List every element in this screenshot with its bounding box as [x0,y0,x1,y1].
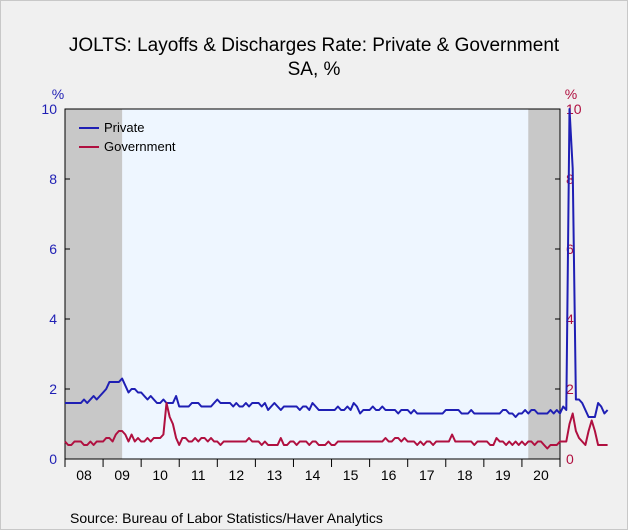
x-tick-label: 16 [381,467,397,483]
x-tick-label: 18 [457,467,473,483]
right-axis-unit: % [565,86,577,102]
left-tick-label: 0 [49,451,57,467]
right-tick-label: 2 [566,381,574,397]
right-tick-label: 8 [566,171,574,187]
series-line-government [64,402,608,450]
x-tick-label: 12 [229,467,245,483]
right-tick-label: 0 [566,451,574,467]
legend-label-private: Private [104,120,144,135]
left-tick-label: 8 [49,171,57,187]
recession-band-1 [528,109,560,459]
plot-border [64,108,561,460]
x-tick-label: 17 [419,467,435,483]
right-tick-label: 10 [566,101,582,117]
x-tick-label: 11 [191,467,206,483]
chart-title: JOLTS: Layoffs & Discharges Rate: Privat… [69,35,560,56]
left-tick-label: 2 [49,381,57,397]
x-tick-label: 20 [533,467,549,483]
x-tick-label: 09 [114,467,130,483]
left-axis-unit: % [52,86,64,102]
x-tick-label: 13 [267,467,283,483]
x-tick-label: 08 [76,467,92,483]
series-line-private [65,108,609,418]
left-tick-label: 4 [49,311,57,327]
x-tick-label: 19 [495,467,511,483]
source-note: Source: Bureau of Labor Statistics/Haver… [70,510,383,526]
right-tick-label: 6 [566,241,574,257]
chart-subtitle: SA, % [288,59,341,80]
right-tick-label: 4 [566,311,574,327]
left-tick-label: 6 [49,241,57,257]
x-tick-label: 15 [343,467,359,483]
x-tick-label: 10 [152,467,168,483]
x-tick-label: 14 [305,467,321,483]
recession-band-0 [65,109,123,459]
plot-area [65,109,560,459]
left-tick-label: 10 [41,101,57,117]
legend-label-government: Government [104,139,176,154]
